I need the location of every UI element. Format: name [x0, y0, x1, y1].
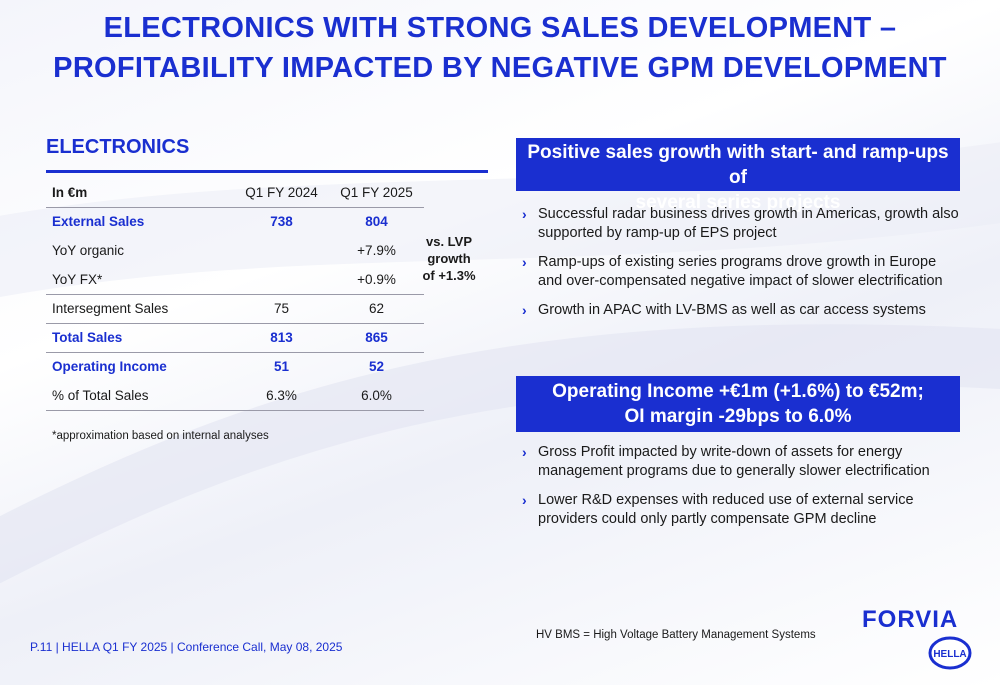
row-value-fy2025: 62	[329, 293, 424, 323]
hella-logo: HELLA	[928, 636, 972, 670]
table-row: Intersegment Sales 75 62	[46, 293, 424, 323]
lvp-growth-note: vs. LVP growth of +1.3%	[422, 234, 476, 283]
row-value-fy2025: +7.9%	[357, 243, 396, 258]
row-value-fy2024	[234, 236, 329, 265]
row-value-fy2024: 75	[234, 293, 329, 323]
table-row: YoY organic +7.9%	[46, 236, 424, 265]
table-footnote: *approximation based on internal analyse…	[52, 430, 269, 442]
row-value-fy2024: 813	[234, 322, 329, 352]
chevron-right-icon: ›	[522, 444, 527, 460]
svg-text:HELLA: HELLA	[933, 649, 966, 660]
sales-bullet-list: › Successful radar business drives growth…	[522, 205, 962, 330]
list-item: › Successful radar business drives growth…	[522, 206, 959, 241]
page-title: ELECTRONICS WITH STRONG SALES DEVELOPMEN…	[53, 12, 947, 84]
table-row: Operating Income 51 52	[46, 351, 424, 381]
operating-income-banner: Operating Income +€1m (+1.6%) to €52m; O…	[516, 376, 960, 432]
row-value-fy2024	[234, 265, 329, 294]
heading-divider	[46, 170, 488, 173]
footer-page-info: P.11 | HELLA Q1 FY 2025 | Conference Cal…	[30, 640, 343, 654]
financials-table: In €m Q1 FY 2024 Q1 FY 2025 External Sal…	[46, 178, 424, 411]
row-value-fy2025: 52	[329, 351, 424, 381]
row-value-fy2025: 865	[329, 322, 424, 352]
row-label: External Sales	[52, 214, 145, 230]
table-row: % of Total Sales 6.3% 6.0%	[46, 381, 424, 411]
row-label: Operating Income	[46, 351, 234, 381]
income-bullet-list: › Gross Profit impacted by write-down of …	[522, 443, 962, 539]
list-item: › Lower R&D expenses with reduced use of …	[522, 492, 914, 527]
table-header-col1: Q1 FY 2024	[234, 178, 329, 208]
section-heading: ELECTRONICS	[46, 136, 190, 158]
list-item: › Gross Profit impacted by write-down of …	[522, 444, 930, 479]
table-row: YoY FX* +0.9%	[46, 265, 424, 294]
list-item: › Ramp-ups of existing series programs dr…	[522, 254, 943, 289]
table-row: Total Sales 813 865	[46, 322, 424, 352]
row-value-fy2024: 51	[234, 351, 329, 381]
forvia-logo: FORVIA	[862, 606, 959, 633]
list-item: › Growth in APAC with LV-BMS as well as c…	[522, 302, 926, 318]
sales-growth-banner: Positive sales growth with start- and ra…	[516, 138, 960, 213]
row-label: YoY FX*	[52, 271, 103, 287]
chevron-right-icon: ›	[522, 206, 527, 222]
row-label: YoY organic	[52, 243, 125, 258]
table-header-row: In €m Q1 FY 2024 Q1 FY 2025	[46, 178, 424, 208]
table-row: External Sales 738 804	[46, 207, 424, 236]
row-label: Total Sales	[46, 322, 234, 352]
row-value-fy2025: +0.9%	[357, 271, 396, 287]
row-label: Intersegment Sales	[46, 293, 234, 323]
chevron-right-icon: ›	[522, 492, 527, 508]
row-value-fy2024: 738	[270, 214, 293, 230]
row-value-fy2025: 804	[365, 214, 388, 230]
row-value-fy2024: 6.3%	[234, 381, 329, 411]
footer-abbreviation-note: HV BMS = High Voltage Battery Management…	[536, 629, 816, 641]
chevron-right-icon: ›	[522, 254, 527, 270]
chevron-right-icon: ›	[522, 302, 527, 318]
table-header-label: In €m	[46, 178, 234, 208]
row-label: % of Total Sales	[46, 381, 234, 411]
table-header-col2: Q1 FY 2025	[329, 178, 424, 208]
row-value-fy2025: 6.0%	[329, 381, 424, 411]
